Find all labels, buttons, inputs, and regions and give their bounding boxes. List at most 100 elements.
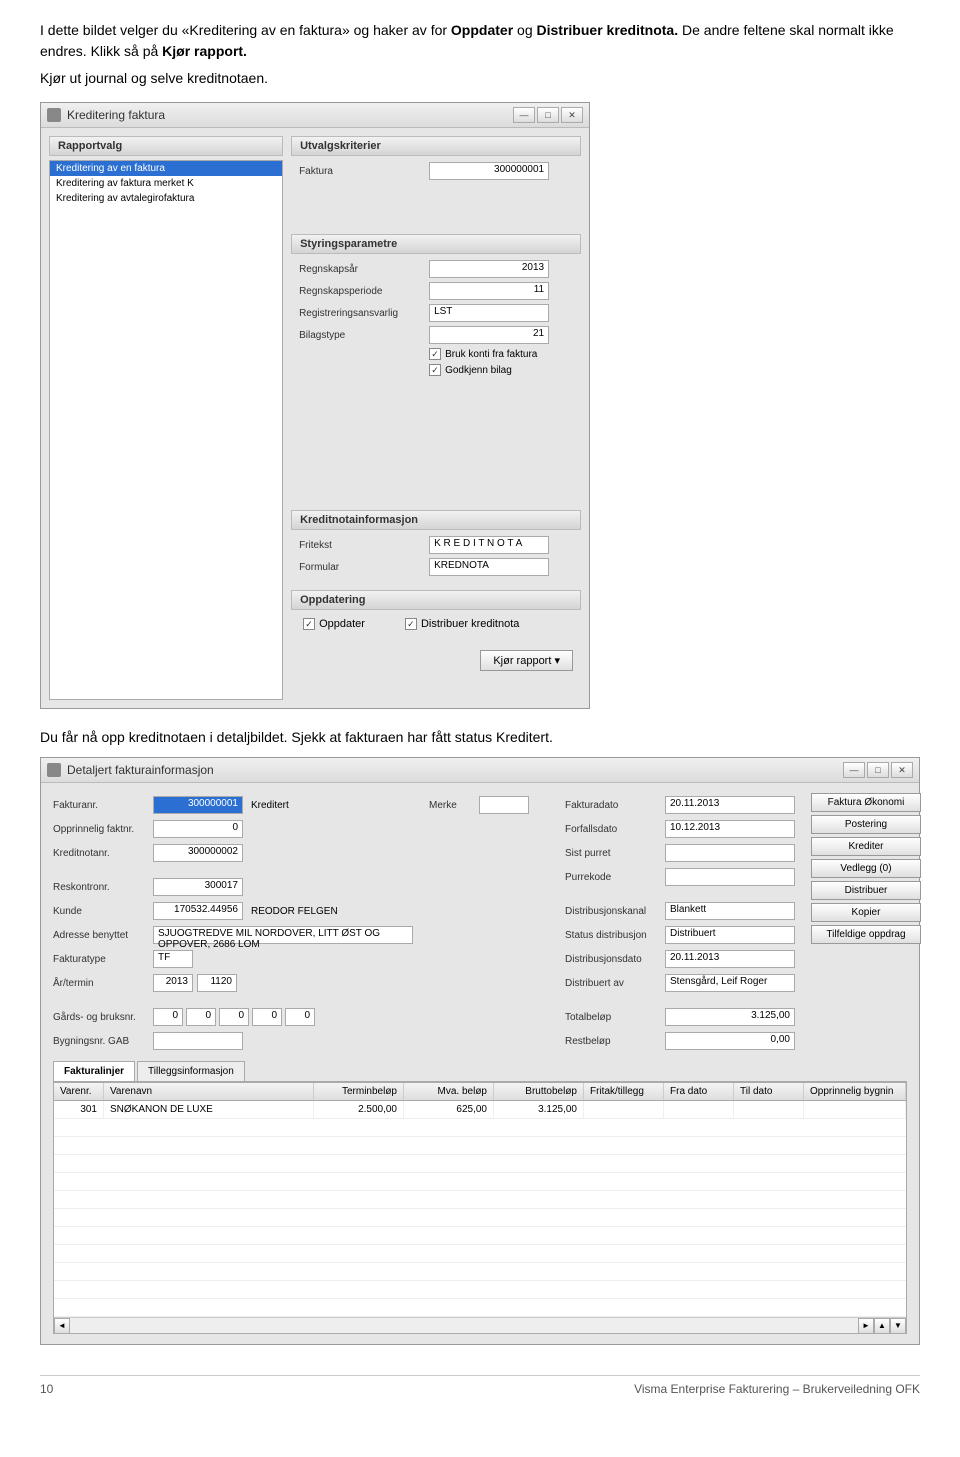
totalbelop-input[interactable]: 3.125,00 [665,1008,795,1026]
kopier-button[interactable]: Kopier [811,903,921,922]
vedlegg-button[interactable]: Vedlegg (0) [811,859,921,878]
col-bruttobelop[interactable]: Bruttobeløp [494,1083,584,1100]
faktura-input[interactable]: 300000001 [429,162,549,180]
scroll-right-icon[interactable]: ► [858,1318,874,1334]
cell-mvabelop: 625,00 [404,1101,494,1118]
fakturatype-input[interactable]: TF [153,950,193,968]
intro-paragraph: I dette bildet velger du «Kreditering av… [40,20,920,62]
distkanal-input[interactable]: Blankett [665,902,795,920]
list-item[interactable]: Kreditering av en faktura [50,161,282,176]
merke-input[interactable] [479,796,529,814]
krediter-button[interactable]: Krediter [811,837,921,856]
regnskapsperiode-input[interactable]: 11 [429,282,549,300]
bygnings-input[interactable] [153,1032,243,1050]
cell-terminbelop: 2.500,00 [314,1101,404,1118]
gards-input[interactable]: 0 [219,1008,249,1026]
purrekode-label: Purrekode [565,872,665,883]
styringsparametre-header: Styringsparametre [291,234,581,254]
formular-input[interactable]: KREDNOTA [429,558,549,576]
col-terminbelop[interactable]: Terminbeløp [314,1083,404,1100]
gards-input[interactable]: 0 [252,1008,282,1026]
bilagstype-input[interactable]: 21 [429,326,549,344]
col-varenavn[interactable]: Varenavn [104,1083,314,1100]
col-tildato[interactable]: Til dato [734,1083,804,1100]
regnskapsar-input[interactable]: 2013 [429,260,549,278]
reskontronr-input[interactable]: 300017 [153,878,243,896]
cell-fritak [584,1101,664,1118]
empty-row [54,1227,906,1245]
close-button[interactable]: ✕ [891,762,913,778]
godkjenn-label: Godkjenn bilag [445,365,512,376]
fakturanr-status: Kreditert [243,800,289,811]
empty-row [54,1245,906,1263]
page-number: 10 [40,1382,53,1396]
col-fritak[interactable]: Fritak/tillegg [584,1083,664,1100]
merke-label: Merke [429,800,479,811]
reskontronr-label: Reskontronr. [53,882,153,893]
minimize-button[interactable]: — [843,762,865,778]
close-button[interactable]: ✕ [561,107,583,123]
bruk-konti-checkbox[interactable]: ✓ [429,348,441,360]
col-opprinnelig[interactable]: Opprinnelig bygnin [804,1083,906,1100]
rapportvalg-list[interactable]: Kreditering av en faktura Kreditering av… [49,160,283,700]
registreringsansvarlig-input[interactable]: LST [429,304,549,322]
sistpurret-input[interactable] [665,844,795,862]
empty-row [54,1173,906,1191]
gards-input[interactable]: 0 [153,1008,183,1026]
distdato-input[interactable]: 20.11.2013 [665,950,795,968]
fritekst-input[interactable]: K R E D I T N O T A [429,536,549,554]
fakturadato-input[interactable]: 20.11.2013 [665,796,795,814]
kreditnotanr-input[interactable]: 300000002 [153,844,243,862]
col-varenr[interactable]: Varenr. [54,1083,104,1100]
postering-button[interactable]: Postering [811,815,921,834]
termin-input[interactable]: 1120 [197,974,237,992]
bilagstype-label: Bilagstype [299,330,429,341]
empty-row [54,1299,906,1317]
kjor-rapport-button[interactable]: Kjør rapport ▾ [480,650,573,671]
col-fradato[interactable]: Fra dato [664,1083,734,1100]
titlebar: Kreditering faktura — □ ✕ [41,103,589,128]
statusdist-input[interactable]: Distribuert [665,926,795,944]
tilfeldige-button[interactable]: Tilfeldige oppdrag [811,925,921,944]
chevron-down-icon: ▾ [554,655,560,667]
empty-row [54,1191,906,1209]
opprinnelig-input[interactable]: 0 [153,820,243,838]
tab-tilleggsinfo[interactable]: Tilleggsinformasjon [137,1061,245,1081]
distribuer-label: Distribuer kreditnota [421,618,519,630]
fakturanr-input[interactable]: 300000001 [153,796,243,814]
gards-input[interactable]: 0 [186,1008,216,1026]
fakturalinjer-grid: Varenr. Varenavn Terminbeløp Mva. beløp … [53,1082,907,1334]
tab-fakturalinjer[interactable]: Fakturalinjer [53,1061,135,1081]
scroll-up-icon[interactable]: ▲ [874,1318,890,1334]
minimize-button[interactable]: — [513,107,535,123]
forfallsdato-input[interactable]: 10.12.2013 [665,820,795,838]
oppdater-label: Oppdater [319,618,365,630]
maximize-button[interactable]: □ [537,107,559,123]
maximize-button[interactable]: □ [867,762,889,778]
list-item[interactable]: Kreditering av faktura merket K [50,176,282,191]
gards-input[interactable]: 0 [285,1008,315,1026]
faktura-okonomi-button[interactable]: Faktura Økonomi [811,793,921,812]
purrekode-input[interactable] [665,868,795,886]
totalbelop-label: Totalbeløp [565,1012,665,1023]
kunde-input[interactable]: 170532.44956 [153,902,243,920]
registreringsansvarlig-label: Registreringsansvarlig [299,308,429,319]
cell-tildato [734,1101,804,1118]
distribuer-checkbox[interactable]: ✓ [405,618,417,630]
horizontal-scrollbar[interactable]: ◄ ►▲▼ [54,1317,906,1333]
list-item[interactable]: Kreditering av avtalegirofaktura [50,191,282,206]
regnskapsar-label: Regnskapsår [299,264,429,275]
table-row[interactable]: 301 SNØKANON DE LUXE 2.500,00 625,00 3.1… [54,1101,906,1119]
scroll-left-icon[interactable]: ◄ [54,1318,70,1334]
godkjenn-checkbox[interactable]: ✓ [429,364,441,376]
scroll-down-icon[interactable]: ▼ [890,1318,906,1334]
col-mvabelop[interactable]: Mva. beløp [404,1083,494,1100]
ar-input[interactable]: 2013 [153,974,193,992]
oppdater-checkbox[interactable]: ✓ [303,618,315,630]
statusdist-label: Status distribusjon [565,930,665,941]
distav-input[interactable]: Stensgård, Leif Roger [665,974,795,992]
empty-row [54,1155,906,1173]
restbelop-input[interactable]: 0,00 [665,1032,795,1050]
distribuer-button[interactable]: Distribuer [811,881,921,900]
adresse-input[interactable]: SJUOGTREDVE MIL NORDOVER, LITT ØST OG OP… [153,926,413,944]
